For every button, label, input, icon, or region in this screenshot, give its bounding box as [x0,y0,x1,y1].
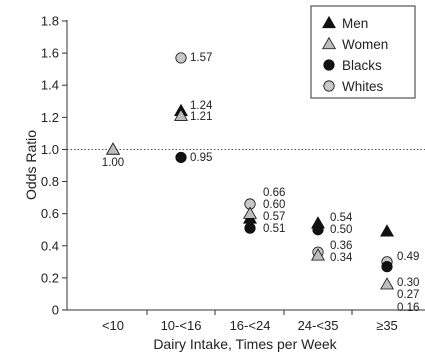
marker-women [380,277,394,290]
data-label: 0.50 [330,224,352,236]
x-axis-title: Dairy Intake, Times per Week [153,336,337,352]
x-tick-label: 16-<24 [230,318,271,333]
marker-men [311,216,325,229]
marker-men [380,224,394,237]
data-label: 0.66 [263,187,285,199]
legend-label-women: Women [342,37,388,52]
data-label: 1.24 [190,100,213,112]
data-label: 0.49 [397,251,419,263]
data-label: 0.60 [263,199,285,211]
y-axis-title: Odds Ratio [23,130,39,200]
x-tick-label: ≥35 [376,318,398,333]
data-label: 1.57 [190,52,212,64]
y-tick-label: 0 [52,303,59,318]
y-tick-label: 0.6 [41,206,59,221]
axes: 0 0.2 0.4 0.6 0.8 1.0 1.2 1.4 1.6 1.8 <10 10-<16 16-… [41,14,425,333]
marker-women [311,248,325,261]
x-tick-label: 24-<35 [298,318,339,333]
marker-whites [175,52,187,64]
marker-blacks [244,222,256,234]
marker-women [243,206,257,219]
y-tick-label: 1.6 [41,46,59,61]
data-label: 1.21 [190,111,212,123]
data-label: 0.36 [330,240,352,252]
data-label: 0.54 [330,212,353,224]
x-tick-label: 10-<16 [161,318,202,333]
legend-marker-women [322,36,336,50]
y-tick-label: 1.2 [41,110,59,125]
legend-label-blacks: Blacks [342,58,382,73]
data-label: 0.57 [263,211,285,223]
legend: Men Women Blacks Whites [310,5,416,99]
y-tick-label: 1.8 [41,14,59,29]
legend-marker-blacks [323,59,335,71]
x-tick-label: <10 [102,318,124,333]
legend-marker-whites [323,80,335,92]
data-label: 0.51 [263,223,285,235]
legend-label-men: Men [342,16,368,31]
marker-blacks [381,261,393,273]
data-label: 0.95 [190,152,212,164]
legend-marker-men [322,15,336,29]
data-label: 0.16 [397,302,419,314]
y-tick-label: 0.2 [41,270,59,285]
y-tick-label: 1.4 [41,78,59,93]
marker-women [174,108,188,121]
y-tick-label: 0.8 [41,174,59,189]
data-labels: 1.00 1.57 1.241.21 0.95 0.660.600.570.51 0.54… [102,52,420,314]
data-label: 1.00 [102,157,124,169]
data-label: 0.30 [397,277,419,289]
marker-women [106,142,120,155]
data-label: 0.27 [397,289,419,301]
marker-blacks [175,151,187,164]
data-marks [106,52,394,290]
legend-label-whites: Whites [342,79,384,94]
y-tick-label: 0.4 [41,238,59,253]
data-label: 0.34 [330,252,353,264]
y-tick-label: 1.0 [41,142,59,157]
